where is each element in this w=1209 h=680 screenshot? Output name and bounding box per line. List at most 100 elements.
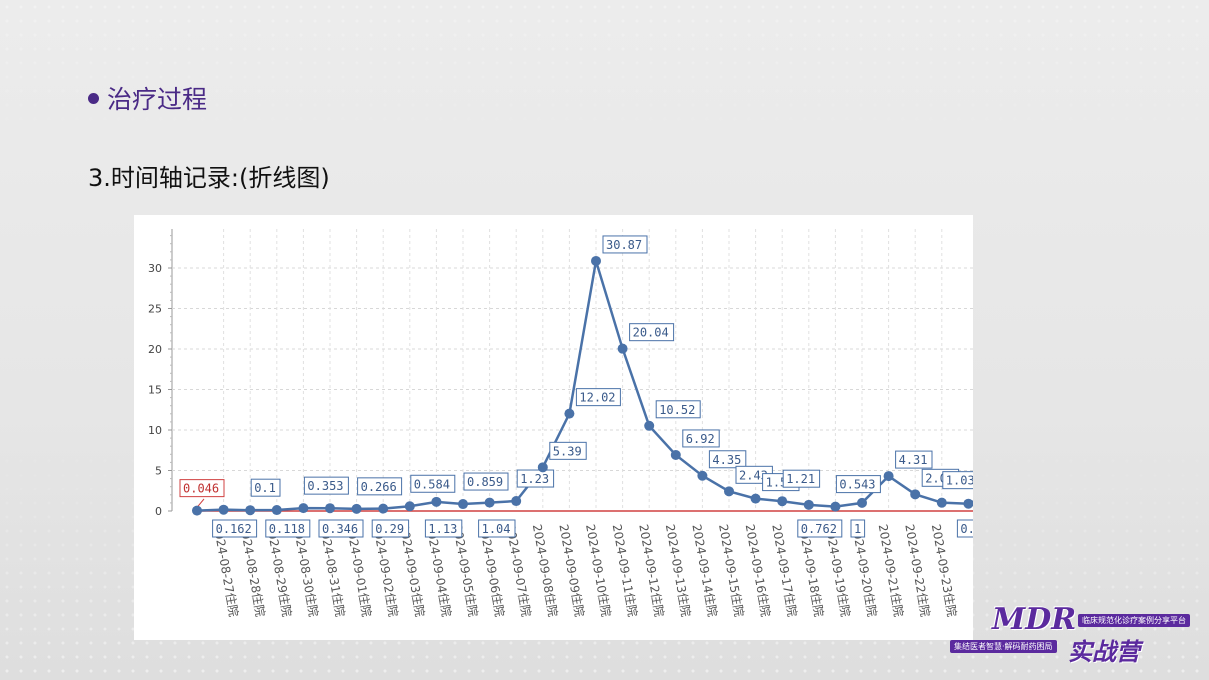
data-point (458, 499, 468, 510)
x-tick-label: 2024-09-22住院 (902, 523, 932, 618)
data-label-box (357, 477, 403, 496)
data-label: 0.1 (254, 481, 276, 495)
data-point (883, 471, 894, 482)
data-point (936, 497, 947, 508)
y-tick-label: 25 (148, 303, 162, 316)
data-point (325, 503, 335, 514)
x-tick-label: 2024-09-10住院 (583, 523, 613, 618)
data-point (351, 503, 362, 514)
y-tick-label: 20 (148, 343, 162, 356)
brand-camp: 实战营 (1068, 638, 1140, 666)
data-label: 30.87 (606, 238, 642, 252)
x-tick-label: 2024-09-11住院 (610, 523, 640, 618)
x-tick-label: 2024-09-09住院 (556, 523, 586, 618)
data-label: 1.03 (946, 474, 973, 488)
data-label: 12.02 (579, 391, 615, 405)
data-label-box (629, 323, 675, 342)
data-label: 10.52 (659, 403, 695, 417)
data-point (271, 505, 282, 516)
data-label-box (850, 519, 866, 538)
data-label: 1.04 (482, 522, 511, 536)
data-label-box (682, 429, 720, 448)
brand-tagline-bottom: 集结医者智慧·解码耐药困局 (950, 640, 1057, 653)
data-point (910, 489, 921, 500)
data-label-box (797, 519, 843, 538)
data-label-box (835, 475, 881, 494)
x-tick-label: 2024-09-16住院 (743, 523, 773, 618)
section-heading: 治疗过程 (88, 80, 207, 116)
series-line (196, 260, 973, 512)
data-point (245, 505, 256, 516)
x-tick-label: 2024-09-14住院 (689, 523, 719, 618)
data-label: 0.584 (414, 477, 450, 491)
data-label: 0.353 (307, 479, 343, 493)
section-heading-text: 治疗过程 (107, 85, 208, 114)
data-label: 1.23 (520, 472, 549, 486)
data-label: 0.762 (801, 522, 837, 536)
data-point (298, 503, 309, 514)
data-label: 0.9 (960, 522, 973, 536)
x-tick-label: 2024-09-13住院 (663, 523, 693, 618)
background-dots-top (0, 0, 1209, 150)
data-label-box (303, 476, 349, 495)
data-point (830, 501, 841, 512)
data-point (218, 504, 229, 515)
y-tick-label: 30 (148, 262, 162, 275)
data-label-box (410, 474, 456, 493)
y-tick-label: 0 (155, 505, 162, 518)
bullet-icon (88, 92, 99, 104)
data-label: 0.162 (216, 522, 252, 536)
data-label-box (463, 472, 509, 491)
data-label: 6.92 (686, 432, 715, 446)
data-label-box (549, 441, 587, 460)
data-label-box (424, 519, 463, 538)
line-chart-panel: 0 5 10 15 20 25 30 2024-08-27住院 2024-08-28住院 2024… (134, 215, 973, 640)
data-label: 0.859 (467, 475, 503, 489)
line-chart: 0510152025302024-08-27住院2024-08-28住院2024… (148, 229, 973, 618)
y-tick-label: 15 (148, 384, 162, 397)
data-label-box (179, 479, 225, 498)
data-point (670, 449, 681, 460)
data-label: 0.543 (839, 478, 875, 492)
data-point (404, 501, 415, 512)
data-label-box (478, 519, 516, 538)
data-label: 20.04 (633, 326, 669, 340)
brand-tagline-top: 临床规范化诊疗案例分享平台 (1078, 614, 1190, 627)
x-tick-label: 2024-09-15住院 (716, 523, 746, 618)
data-point (697, 470, 708, 481)
data-label: 0.118 (269, 522, 305, 536)
data-label-box (708, 450, 747, 469)
data-label-box (575, 388, 621, 407)
data-label-box (655, 400, 701, 419)
data-label: 4.35 (712, 453, 741, 467)
data-point (537, 462, 548, 473)
data-label: 5.39 (553, 444, 582, 458)
data-label: 1.13 (428, 522, 457, 536)
data-point (431, 496, 442, 507)
data-label-box (318, 519, 364, 538)
data-point (192, 505, 202, 516)
data-label-box (782, 469, 821, 488)
data-point (564, 408, 575, 419)
data-point (378, 503, 389, 514)
data-label: 1.21 (786, 472, 815, 486)
data-label-box (602, 235, 648, 254)
data-label-box (250, 478, 281, 497)
data-label-box (895, 450, 933, 469)
data-point (617, 343, 628, 354)
data-label: 0.29 (375, 522, 404, 536)
data-label-box (212, 519, 258, 538)
chart-subtitle: 3.时间轴记录:(折线图) (88, 164, 330, 192)
data-label: 0.046 (183, 482, 219, 496)
data-point (484, 497, 495, 508)
data-point (963, 498, 973, 509)
data-label-box (265, 519, 311, 538)
data-label: 0.346 (322, 522, 358, 536)
data-point (724, 486, 734, 497)
data-point (750, 493, 761, 504)
data-label: 1 (854, 522, 861, 536)
data-point (803, 499, 814, 510)
data-point (591, 255, 601, 266)
data-label-box (371, 519, 410, 538)
data-label-box (516, 469, 555, 488)
